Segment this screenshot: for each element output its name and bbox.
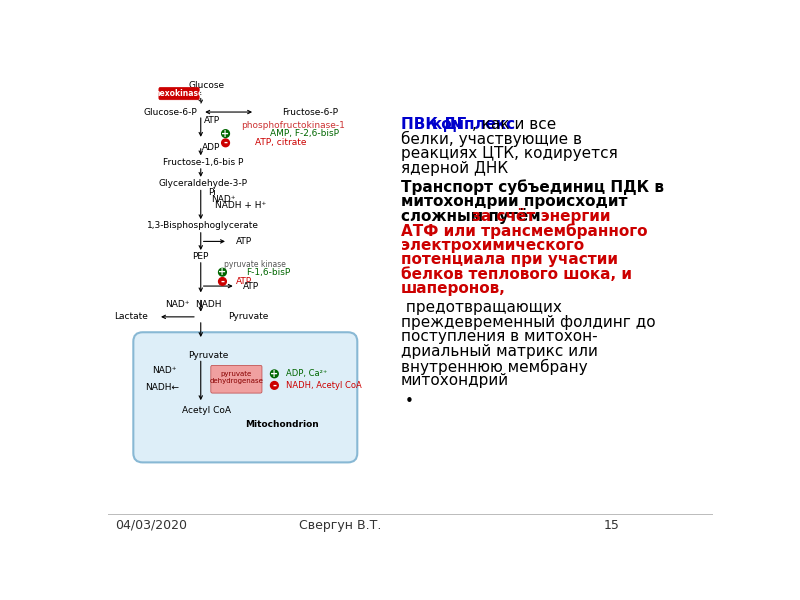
Text: ATP, citrate: ATP, citrate xyxy=(255,139,306,148)
Text: Glucose-6-P: Glucose-6-P xyxy=(143,107,197,116)
Text: NADH + H⁺: NADH + H⁺ xyxy=(214,201,266,210)
Text: комплекс: комплекс xyxy=(431,116,515,131)
FancyBboxPatch shape xyxy=(159,88,199,100)
Text: ADP: ADP xyxy=(202,143,221,152)
Text: Mitochondrion: Mitochondrion xyxy=(246,420,319,429)
Text: дриальный матрикс или: дриальный матрикс или xyxy=(401,344,598,359)
Text: белки, участвующие в: белки, участвующие в xyxy=(401,131,582,148)
Text: преждевременный фолдинг до: преждевременный фолдинг до xyxy=(401,314,655,329)
FancyBboxPatch shape xyxy=(134,332,358,463)
Text: hexokinase: hexokinase xyxy=(154,89,204,98)
Text: 15: 15 xyxy=(603,518,619,532)
Circle shape xyxy=(222,139,230,146)
Text: PEP: PEP xyxy=(193,252,209,262)
Text: потенциала при участии: потенциала при участии xyxy=(401,252,618,267)
Text: Свергун В.Т.: Свергун В.Т. xyxy=(299,518,382,532)
Circle shape xyxy=(218,268,226,276)
Text: NADH, Acetyl CoA: NADH, Acetyl CoA xyxy=(286,381,362,390)
Text: митохондрий: митохондрий xyxy=(401,373,509,388)
Text: Glucose: Glucose xyxy=(189,82,225,91)
Text: 1,3-Bisphosphoglycerate: 1,3-Bisphosphoglycerate xyxy=(147,221,259,230)
Text: ядерной ДНК: ядерной ДНК xyxy=(401,161,508,176)
Text: митохондрии происходит: митохондрии происходит xyxy=(401,194,627,209)
Text: ATP: ATP xyxy=(236,237,252,246)
Text: Pyruvate: Pyruvate xyxy=(188,351,229,360)
Text: Fructose-6-P: Fructose-6-P xyxy=(282,107,338,116)
Text: ПВК ДГ: ПВК ДГ xyxy=(401,116,466,131)
Text: Pyruvate: Pyruvate xyxy=(228,313,268,322)
Text: поступления в митохон-: поступления в митохон- xyxy=(401,329,598,344)
Text: ADP, Ca²⁺: ADP, Ca²⁺ xyxy=(286,370,327,379)
Text: F-1,6-bisP: F-1,6-bisP xyxy=(246,268,290,277)
Text: NAD⁺: NAD⁺ xyxy=(166,300,190,309)
Text: phosphofructokinase-1: phosphofructokinase-1 xyxy=(241,121,345,130)
Text: Транспорт субъединиц ПДК в: Транспорт субъединиц ПДК в xyxy=(401,179,664,195)
Text: ATP: ATP xyxy=(236,277,252,286)
Circle shape xyxy=(270,370,278,377)
Text: ATP: ATP xyxy=(204,116,221,125)
Text: NADH←: NADH← xyxy=(145,383,179,392)
Text: +: + xyxy=(218,267,226,277)
Text: AMP, F-2,6-bisP: AMP, F-2,6-bisP xyxy=(270,129,339,138)
Text: шаперонов,: шаперонов, xyxy=(401,281,506,296)
Text: Pi: Pi xyxy=(209,188,216,197)
Text: электрохимического: электрохимического xyxy=(401,238,584,253)
Text: +: + xyxy=(222,128,230,139)
Text: Acetyl CoA: Acetyl CoA xyxy=(182,406,231,415)
Text: внутреннюю мембрану: внутреннюю мембрану xyxy=(401,358,587,374)
Circle shape xyxy=(218,278,226,285)
Text: NADH: NADH xyxy=(195,300,222,309)
Text: ATP: ATP xyxy=(243,281,259,290)
Text: , как и все: , как и все xyxy=(472,116,557,131)
Text: 04/03/2020: 04/03/2020 xyxy=(115,518,187,532)
Text: белков теплового шока, и: белков теплового шока, и xyxy=(401,267,632,282)
Text: АТФ или трансмембранного: АТФ или трансмембранного xyxy=(401,223,647,239)
Circle shape xyxy=(222,130,230,137)
Text: -: - xyxy=(223,138,227,148)
Text: -: - xyxy=(221,277,225,286)
Text: реакциях ЦТК, кодируется: реакциях ЦТК, кодируется xyxy=(401,146,618,161)
Text: -: - xyxy=(272,380,276,391)
Text: +: + xyxy=(270,369,278,379)
Text: NAD⁺: NAD⁺ xyxy=(152,366,177,375)
Text: •: • xyxy=(405,394,414,409)
Text: за счёт энергии: за счёт энергии xyxy=(472,208,611,224)
FancyBboxPatch shape xyxy=(211,365,262,393)
Text: Glyceraldehyde-3-P: Glyceraldehyde-3-P xyxy=(158,179,247,188)
Text: Fructose-1,6-bis P: Fructose-1,6-bis P xyxy=(163,158,243,167)
Text: предотвращающих: предотвращающих xyxy=(401,300,562,315)
Text: pyruvate kinase: pyruvate kinase xyxy=(224,260,286,269)
Circle shape xyxy=(270,382,278,389)
Text: pyruvate
dehydrogenase: pyruvate dehydrogenase xyxy=(210,371,263,384)
Text: сложным путём: сложным путём xyxy=(401,208,546,224)
Text: Lactate: Lactate xyxy=(114,313,148,322)
Text: NAD⁺: NAD⁺ xyxy=(211,194,236,203)
